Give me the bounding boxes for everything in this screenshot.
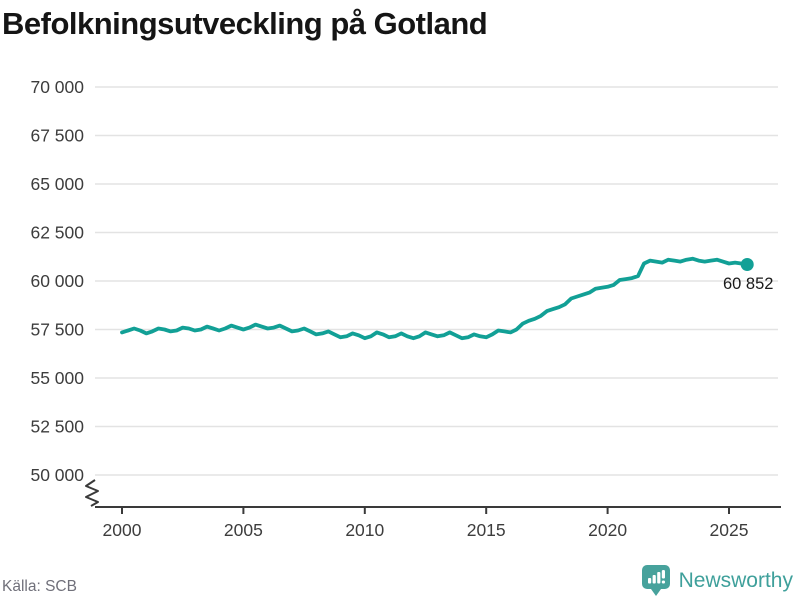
y-tick-label: 50 000	[30, 465, 84, 485]
y-tick-label: 62 500	[30, 223, 84, 243]
y-tick-label: 65 000	[30, 174, 84, 194]
y-tick-label: 52 500	[30, 417, 84, 437]
source-note: Källa: SCB	[2, 578, 77, 595]
newsworthy-brand: Newsworthy	[641, 565, 793, 597]
x-tick-label: 2010	[345, 520, 384, 540]
end-point-marker	[740, 257, 754, 271]
axis-break-icon	[85, 479, 99, 507]
y-tick-label: 60 000	[30, 271, 84, 291]
page-title: Befolkningsutveckling på Gotland	[2, 6, 488, 41]
x-tick-label: 2020	[588, 520, 627, 540]
y-tick-label: 55 000	[30, 368, 84, 388]
newsworthy-logo-icon	[641, 565, 670, 596]
y-tick-label: 70 000	[30, 77, 84, 97]
x-tick-label: 2005	[224, 520, 263, 540]
brand-name: Newsworthy	[678, 569, 793, 592]
end-point-label: 60 852	[723, 275, 773, 293]
y-tick-label: 57 500	[30, 320, 84, 340]
y-tick-label: 67 500	[30, 126, 84, 146]
x-tick-label: 2000	[103, 520, 142, 540]
x-tick-label: 2015	[467, 520, 506, 540]
data-line	[120, 256, 750, 341]
x-tick-label: 2025	[710, 520, 749, 540]
